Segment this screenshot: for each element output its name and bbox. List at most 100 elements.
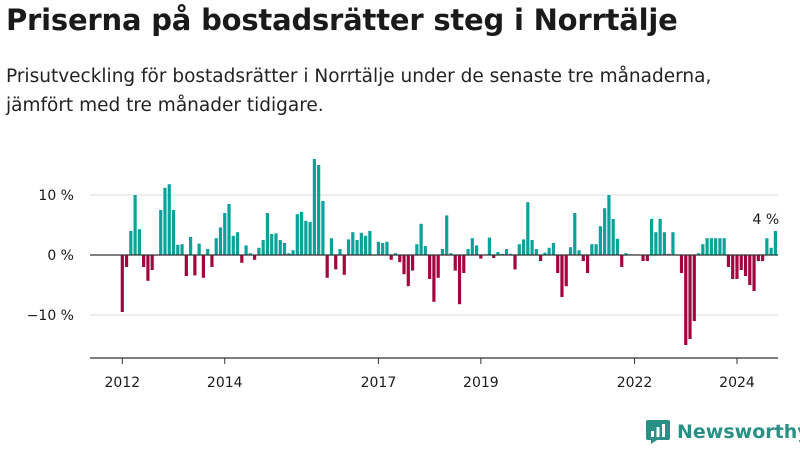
- bar: [492, 255, 496, 258]
- bar: [611, 219, 615, 255]
- bar: [440, 249, 445, 255]
- bar: [257, 247, 261, 255]
- bar: [214, 238, 218, 255]
- bar: [201, 255, 206, 278]
- bar: [517, 244, 521, 255]
- bar: [564, 255, 568, 287]
- bar: [253, 255, 257, 260]
- bar: [129, 231, 133, 255]
- bar: [556, 255, 560, 273]
- bar: [692, 255, 696, 321]
- grid-lines: [90, 194, 778, 316]
- bar: [453, 255, 457, 271]
- bar: [159, 210, 163, 255]
- bar: [743, 255, 748, 276]
- bar: [120, 255, 124, 312]
- bar: [714, 238, 718, 255]
- bar: [299, 211, 304, 255]
- bar: [210, 255, 214, 267]
- x-tick-label: 2017: [361, 375, 397, 391]
- bar: [696, 253, 701, 255]
- bar: [176, 244, 180, 255]
- bar: [534, 249, 538, 255]
- y-tick-label: −10 %: [27, 308, 74, 324]
- bar: [188, 237, 193, 255]
- bar: [351, 232, 355, 255]
- bar: [163, 187, 167, 255]
- bar: [265, 213, 270, 255]
- bar: [496, 252, 500, 255]
- bar: [197, 243, 201, 255]
- bar: [701, 244, 705, 255]
- chart-title: Priserna på bostadsrätter steg i Norrtäl…: [6, 3, 678, 37]
- bar: [235, 232, 240, 255]
- bar: [735, 255, 739, 279]
- x-tick-label: 2022: [617, 375, 653, 391]
- bar: [278, 240, 282, 255]
- bar: [329, 238, 334, 255]
- bar: [248, 253, 252, 255]
- bar: [641, 255, 645, 261]
- bar: [658, 219, 662, 255]
- bar: [590, 244, 594, 255]
- bar: [381, 243, 385, 255]
- bar: [752, 255, 756, 291]
- y-tick-label: 0 %: [47, 248, 74, 264]
- bar: [688, 255, 692, 339]
- bar: [317, 165, 321, 255]
- bar: [739, 255, 743, 270]
- bar: [748, 255, 752, 285]
- y-tick-label: 10 %: [38, 188, 74, 204]
- bar: [731, 255, 735, 279]
- bar: [291, 250, 295, 255]
- bar: [684, 255, 688, 345]
- bar: [124, 255, 129, 267]
- bar: [568, 247, 573, 255]
- bar: [722, 238, 726, 255]
- bar: [410, 255, 415, 271]
- bar: [312, 159, 316, 255]
- bar: [338, 249, 342, 255]
- bar: [180, 244, 184, 255]
- bar: [615, 238, 620, 255]
- x-tick-label: 2014: [207, 375, 243, 391]
- bar: [504, 249, 509, 255]
- bar: [769, 247, 773, 255]
- latest-value-annotation: 4 %: [753, 212, 780, 228]
- bar: [466, 249, 470, 255]
- bar: [585, 255, 590, 273]
- bar: [551, 243, 556, 255]
- x-tick-label: 2024: [719, 375, 755, 391]
- bar: [470, 238, 474, 255]
- bar: [594, 244, 598, 255]
- bar: [402, 255, 406, 275]
- bar: [650, 219, 654, 255]
- bar: [398, 255, 402, 263]
- bar: [137, 229, 141, 255]
- bar: [457, 255, 462, 305]
- bar: [513, 255, 517, 270]
- bar: [432, 255, 436, 302]
- brand-logo: Newsworthy: [645, 418, 800, 446]
- bar: [184, 255, 188, 276]
- bar: [709, 238, 713, 255]
- chart-subtitle: Prisutveckling för bostadsrätter i Norrt…: [6, 66, 712, 116]
- bar: [765, 238, 769, 255]
- bar: [171, 210, 176, 255]
- bar: [573, 213, 577, 255]
- bar: [662, 232, 667, 255]
- bar: [223, 213, 227, 255]
- bar: [603, 208, 607, 255]
- axis-labels: −10 % 0 % 10 % 2012 2014 2017 2019 2022 2024 4 %: [27, 188, 780, 391]
- bar: [218, 227, 223, 255]
- bar: [142, 255, 146, 267]
- bar: [539, 255, 543, 261]
- x-tick-label: 2019: [463, 375, 499, 391]
- bar: [445, 215, 449, 255]
- bar: [487, 237, 491, 255]
- bar: [231, 235, 235, 255]
- bar: [620, 255, 624, 267]
- bar: [598, 226, 602, 255]
- brand-name: Newsworthy: [677, 421, 800, 443]
- bar: [406, 255, 410, 287]
